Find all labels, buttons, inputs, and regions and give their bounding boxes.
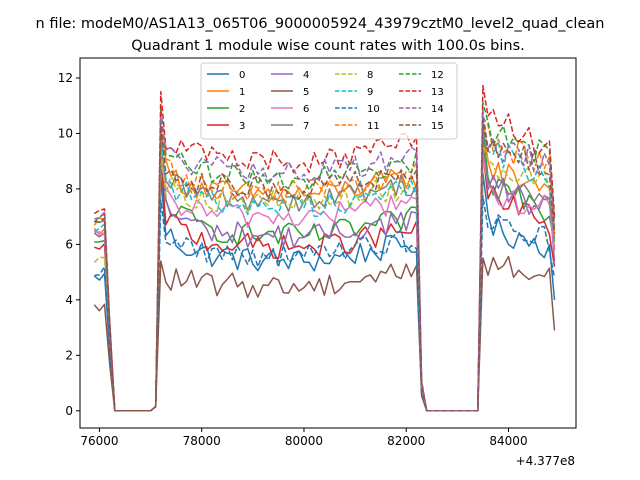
legend-label-13: 13 bbox=[431, 87, 444, 98]
legend-label-14: 14 bbox=[431, 104, 444, 115]
y-tick-label: 10 bbox=[58, 126, 73, 140]
legend-label-5: 5 bbox=[303, 87, 309, 98]
x-tick-label: 78000 bbox=[183, 434, 221, 448]
series-line-10 bbox=[94, 195, 556, 412]
y-tick-label: 12 bbox=[58, 71, 73, 85]
legend-label-12: 12 bbox=[431, 70, 444, 81]
axes-frame bbox=[79, 57, 577, 429]
legend-label-7: 7 bbox=[303, 121, 309, 132]
plot-area bbox=[93, 84, 556, 412]
legend-label-8: 8 bbox=[367, 70, 373, 81]
x-tick-label: 76000 bbox=[80, 434, 118, 448]
series-line-15 bbox=[94, 118, 556, 412]
chart-title: Quadrant 1 module wise count rates with … bbox=[131, 38, 525, 54]
x-tick-label: 82000 bbox=[387, 434, 425, 448]
legend-label-11: 11 bbox=[367, 121, 380, 132]
legend-label-3: 3 bbox=[239, 121, 245, 132]
series-line-5 bbox=[93, 255, 556, 412]
legend-label-10: 10 bbox=[367, 104, 380, 115]
x-tick-label: 84000 bbox=[489, 434, 527, 448]
series-line-8 bbox=[93, 144, 556, 412]
y-tick-label: 6 bbox=[65, 237, 73, 251]
y-tick-label: 8 bbox=[65, 182, 73, 196]
legend-label-15: 15 bbox=[431, 121, 444, 132]
x-axis: 76000 78000 80000 82000 84000 bbox=[80, 428, 528, 448]
y-tick-label: 4 bbox=[65, 293, 73, 307]
x-tick-label: 80000 bbox=[285, 434, 323, 448]
y-axis: 0 2 4 6 8 10 12 bbox=[58, 71, 80, 418]
legend-label-9: 9 bbox=[367, 87, 373, 98]
legend-label-2: 2 bbox=[239, 104, 245, 115]
legend-box bbox=[200, 62, 458, 140]
series-line-9 bbox=[93, 132, 556, 412]
series-line-11 bbox=[93, 115, 556, 412]
y-tick-label: 0 bbox=[65, 404, 73, 418]
legend-label-6: 6 bbox=[303, 104, 309, 115]
chart-suptitle: n file: modeM0/AS1A13_065T06_9000005924_… bbox=[36, 16, 605, 32]
legend-label-0: 0 bbox=[239, 70, 245, 81]
legend-label-1: 1 bbox=[239, 87, 245, 98]
legend-label-4: 4 bbox=[303, 70, 309, 81]
x-offset-label: +4.377e8 bbox=[516, 454, 575, 468]
y-tick-label: 2 bbox=[65, 348, 73, 362]
